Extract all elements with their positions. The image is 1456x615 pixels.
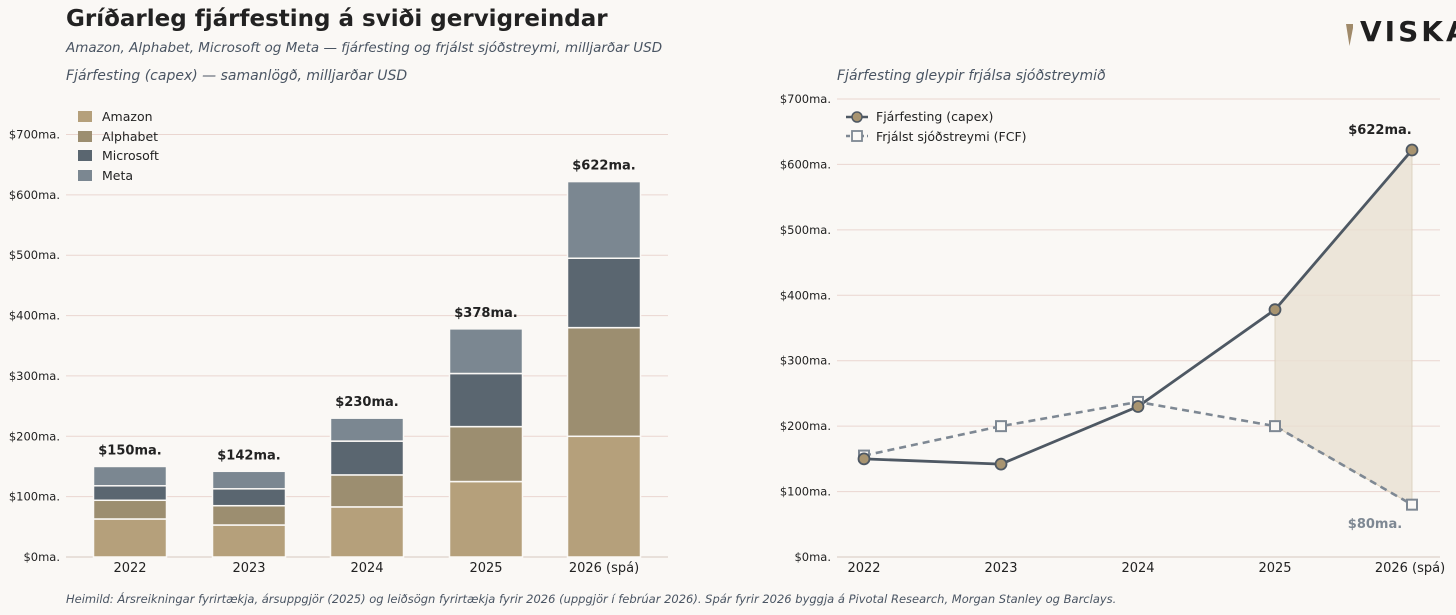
bar-segment-amazon — [329, 506, 405, 558]
x-tick-label: 2024 — [350, 561, 383, 576]
bar-segment-microsoft — [329, 440, 405, 476]
bar-segment-meta — [566, 180, 642, 259]
bar-segment-microsoft — [448, 372, 524, 428]
logo-text: VISKA — [1360, 15, 1456, 48]
bar-total-label: $142ma. — [217, 448, 280, 463]
legend-label-amazon: Amazon — [102, 109, 153, 125]
legend-item-microsoft: Microsoft — [78, 146, 159, 166]
bar-total-label: $150ma. — [98, 443, 161, 458]
fcf-line — [863, 400, 1413, 506]
stacked-bar-chart: $0ma. $100ma. $200ma. $300ma. $400ma. $500ma.… — [9, 128, 668, 576]
legend-item-capex: Fjárfesting (capex) — [846, 107, 1027, 127]
bar-segment-meta — [92, 465, 168, 487]
legend-label-meta: Meta — [102, 168, 134, 184]
fcf-point — [858, 449, 870, 462]
y-tick-label: $0ma. — [23, 550, 60, 564]
legend-swatch-meta — [78, 170, 92, 182]
viska-logo: VISKA — [1346, 15, 1456, 50]
legend-swatch-amazon — [78, 111, 92, 123]
capex-end-label: $622ma. — [1348, 123, 1411, 138]
x-tick-label: 2026 (spá) — [1375, 561, 1445, 576]
capex-line — [863, 149, 1414, 466]
right-panel-title: Fjárfesting gleypir frjálsa sjóðstreymið — [837, 68, 1106, 84]
legend-item-amazon: Amazon — [78, 107, 159, 127]
capex-point — [1131, 400, 1145, 413]
left-panel-title: Fjárfesting (capex) — samanlögð, milljar… — [66, 68, 408, 84]
legend-item-meta: Meta — [78, 166, 159, 186]
legend-item-fcf: Frjálst sjóðstreymi (FCF) — [846, 127, 1027, 147]
bar-segment-alphabet — [448, 425, 524, 483]
legend-label-alphabet: Alphabet — [102, 128, 159, 144]
bar-segment-amazon — [211, 524, 287, 558]
y-tick-label: $500ma. — [9, 248, 60, 262]
capex-point — [857, 452, 871, 466]
bar-segment-alphabet — [211, 504, 287, 526]
y-tick-label: $600ma. — [9, 188, 60, 202]
source-note: Heimild: Ársreikningar fyrirtækja, ársup… — [66, 592, 1117, 606]
legend-swatch-alphabet — [78, 130, 92, 142]
fcf-point — [1406, 498, 1418, 511]
y-tick-label: $700ma. — [9, 128, 60, 142]
fcf-end-label: $80ma. — [1348, 517, 1402, 532]
legend-label-microsoft: Microsoft — [102, 148, 159, 164]
legend-item-alphabet: Alphabet — [78, 127, 159, 147]
y-tick-label: $200ma. — [9, 429, 60, 443]
line-legend: Fjárfesting (capex) Frjálst sjóðstreymi … — [846, 107, 1027, 146]
bar-segment-microsoft — [92, 485, 168, 502]
x-tick-label: 2025 — [1258, 561, 1291, 576]
chart-title: Gríðarleg fjárfesting á sviði gervigrein… — [66, 6, 608, 32]
y-tick-label: $500ma. — [780, 223, 831, 237]
y-tick-label: $700ma. — [780, 92, 831, 106]
bar-segment-alphabet — [92, 499, 168, 520]
x-tick-label: 2024 — [1121, 561, 1154, 576]
y-tick-label: $400ma. — [9, 309, 60, 323]
bar-segment-alphabet — [329, 474, 405, 508]
y-tick-label: $300ma. — [9, 369, 60, 383]
bar-segment-meta — [329, 417, 405, 442]
bar-segment-alphabet — [566, 326, 642, 438]
x-tick-label: 2022 — [113, 561, 146, 576]
fcf-point — [995, 420, 1007, 433]
bar-total-label: $378ma. — [454, 306, 517, 321]
bar-segment-microsoft — [211, 488, 287, 507]
x-tick-label: 2026 (spá) — [569, 561, 639, 576]
capex-point — [994, 457, 1008, 471]
legend-capex-line-icon — [846, 111, 868, 123]
bar-segment-microsoft — [566, 257, 642, 329]
capex-fcf-gap-area — [1274, 148, 1413, 506]
legend-fcf-line-icon — [846, 130, 868, 143]
bar-segment-amazon — [448, 480, 524, 558]
bar-total-label: $230ma. — [335, 395, 398, 410]
y-tick-label: $0ma. — [794, 550, 831, 564]
y-tick-label: $100ma. — [9, 490, 60, 504]
fcf-point — [1269, 420, 1281, 433]
y-tick-label: $400ma. — [780, 288, 831, 302]
bar-segment-meta — [448, 328, 524, 375]
capex-point — [1405, 143, 1419, 157]
legend-label-capex: Fjárfesting (capex) — [876, 109, 994, 125]
legend-label-fcf: Frjálst sjóðstreymi (FCF) — [876, 128, 1027, 144]
x-tick-label: 2023 — [232, 561, 265, 576]
logo-mark-icon — [1346, 24, 1353, 46]
chart-subtitle: Amazon, Alphabet, Microsoft og Meta — fj… — [66, 40, 663, 56]
y-tick-label: $300ma. — [780, 354, 831, 368]
x-tick-label: 2025 — [469, 561, 502, 576]
bar-total-label: $622ma. — [572, 159, 635, 174]
legend-swatch-microsoft — [78, 150, 92, 162]
bar-segment-amazon — [566, 435, 642, 558]
y-tick-label: $100ma. — [780, 485, 831, 499]
bar-segment-meta — [211, 470, 287, 490]
fcf-point — [1132, 395, 1144, 408]
bar-legend: Amazon Alphabet Microsoft Meta — [78, 107, 159, 185]
x-tick-label: 2023 — [984, 561, 1017, 576]
x-tick-label: 2022 — [847, 561, 880, 576]
capex-point — [1268, 303, 1282, 317]
y-tick-label: $600ma. — [780, 157, 831, 171]
y-tick-label: $200ma. — [780, 419, 831, 433]
bar-segment-amazon — [92, 518, 168, 558]
